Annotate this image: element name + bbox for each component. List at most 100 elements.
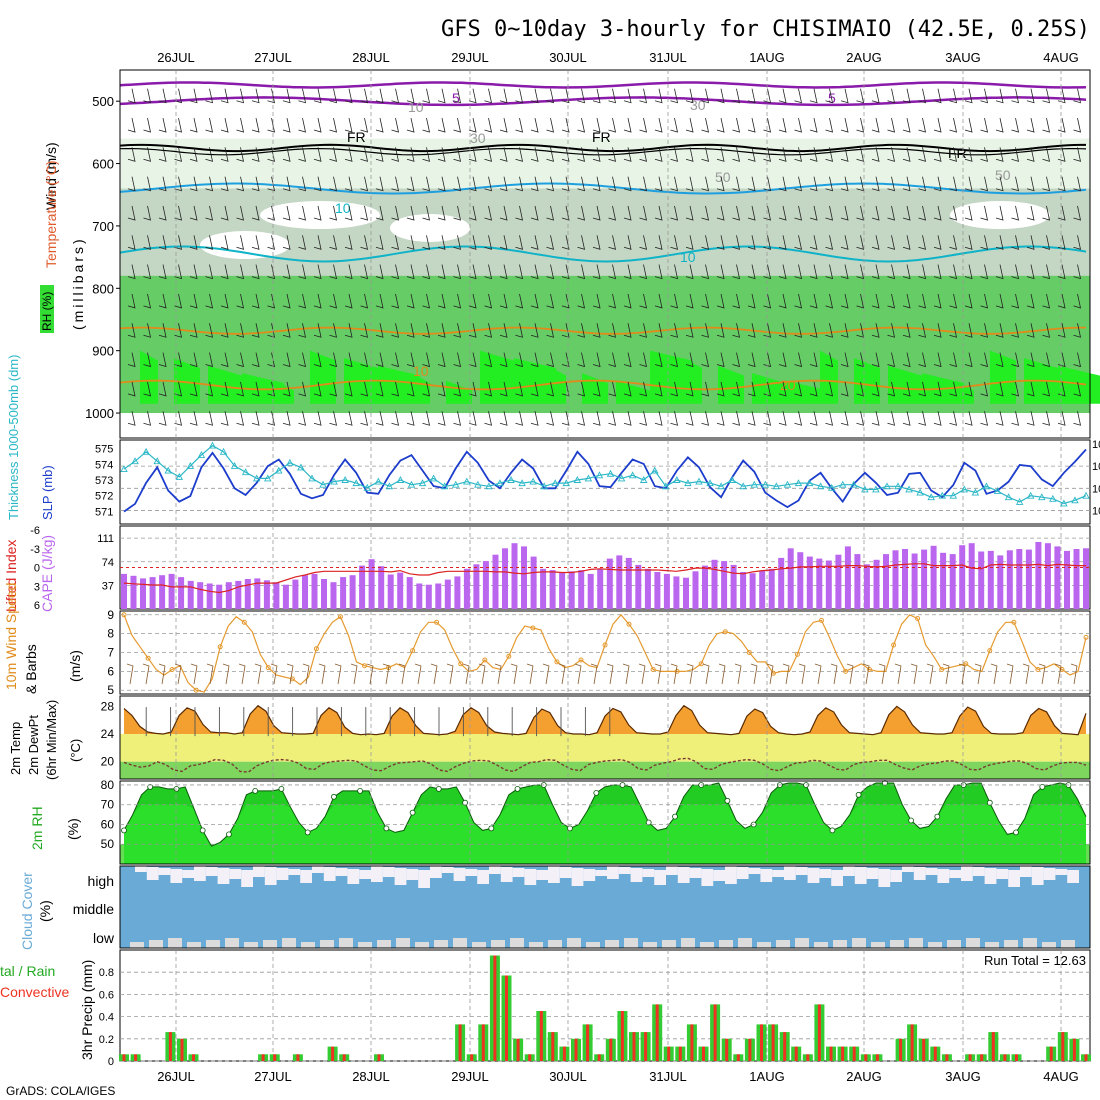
high-cloud-gap [807,868,820,883]
wind-speed-point [746,650,752,655]
wind-speed-point [169,667,175,672]
thickness-point [606,469,615,477]
cape-bar [159,575,166,609]
thickness-point [374,477,383,485]
ylabel-thickness: Thickness 1000-500mb (dm) [6,355,21,520]
wind-speed-point [1035,667,1041,672]
low-cloud-gap [966,938,980,948]
wind-speed-point [434,619,440,625]
high-cloud-gap [677,867,690,883]
cape-bar [1025,549,1032,609]
precip-convective-bar [609,1038,613,1061]
high-cloud-gap [961,866,973,881]
high-cloud-gap [618,867,631,874]
temp-area [124,705,1086,735]
precip-convective-bar [377,1054,381,1061]
contour-label: 50 [995,167,1011,183]
thickness-point [595,471,604,479]
rh-point [514,786,521,792]
cape-bar [635,564,642,609]
high-cloud-gap [843,866,855,876]
precip-convective-bar [168,1032,172,1061]
low-cloud-gap [586,942,600,948]
low-cloud-gap [377,940,391,948]
thickness-line [123,444,1087,505]
panel-frame [119,69,1091,439]
wind-contour-line [119,81,1087,89]
thickness-point [263,474,272,482]
thickness-point [1015,497,1024,505]
cape-bar [311,573,318,609]
high-cloud-gap [595,870,607,876]
precip-convective-bar [586,1024,590,1061]
thickness-point [573,476,582,483]
thickness-point [562,479,571,487]
wind-speed-point [193,687,199,693]
freezing-level-line [119,143,1086,153]
top-date-label: 31JUL [649,50,687,65]
high-cloud-gap [170,869,183,883]
ylabel-slp: SLP (mb) [40,465,55,520]
thickness-point [805,479,814,487]
cape-bar [711,559,718,609]
precip-convective-bar [980,1054,984,1061]
slp-tick-label: 1018 [1092,461,1100,473]
cape-bar [1083,548,1089,609]
contour-label: 20 [780,377,796,393]
ylabel-temp2m: 2m Temp [8,722,23,775]
cape-bar [168,573,175,609]
rh-point [225,831,232,838]
high-cloud-gap [146,867,159,880]
wind-speed-point [289,676,295,682]
ylabel-cloud-pct: (%) [37,900,53,922]
cape-bar [463,568,470,609]
high-cloud-gap [1008,870,1020,887]
top-date-label: 27JUL [254,50,292,65]
rh-point [829,827,836,834]
cape-bar [273,582,280,609]
thickness-point [275,466,283,474]
low-cloud-gap [814,942,828,948]
bottom-date-label: 27JUL [254,1069,292,1084]
cape-bar [892,550,899,609]
thickness-tick-label: 572 [95,491,113,503]
ylabel-rh2m: 2m RH [29,806,45,850]
low-cloud-gap [548,940,562,948]
low-cloud-gap [719,940,733,948]
panel-frame [119,439,1091,525]
ylabel-li: Lifted Index [3,540,19,612]
low-cloud-gap [605,940,619,948]
precip-convective-bar [713,1004,717,1061]
high-cloud-gap [784,866,796,880]
thickness-point [684,479,692,487]
high-cloud-gap [689,868,702,878]
thickness-point [872,485,880,493]
high-cloud-gap [925,868,938,875]
temp-band-yellow [120,734,1090,762]
thickness-point [861,485,869,493]
wind-speed-point [602,642,608,648]
rh-point [435,786,442,792]
thickness-point [949,491,958,499]
low-cloud-gap [396,938,410,948]
temperature-contour-line [119,326,1086,335]
contour-label: FR [592,129,611,145]
contour-label: 30 [470,130,486,146]
wind-speed-point [626,621,632,627]
thickness-tick-label: 574 [95,459,113,471]
bottom-date-label: 26JUL [157,1069,195,1084]
thickness-tick-label: 573 [95,475,113,487]
thickness-point [396,476,405,483]
precip-convective-bar [1049,1046,1053,1061]
high-cloud-gap [760,869,773,882]
high-cloud-gap [217,868,230,884]
cape-bar [149,577,156,609]
thickness-point [706,479,714,487]
thickness-point [219,447,228,455]
thickness-point [584,474,593,482]
precip-convective-bar [122,1054,126,1061]
thickness-point [407,480,416,488]
low-cloud-gap [263,940,277,948]
cape-bar [949,554,956,609]
